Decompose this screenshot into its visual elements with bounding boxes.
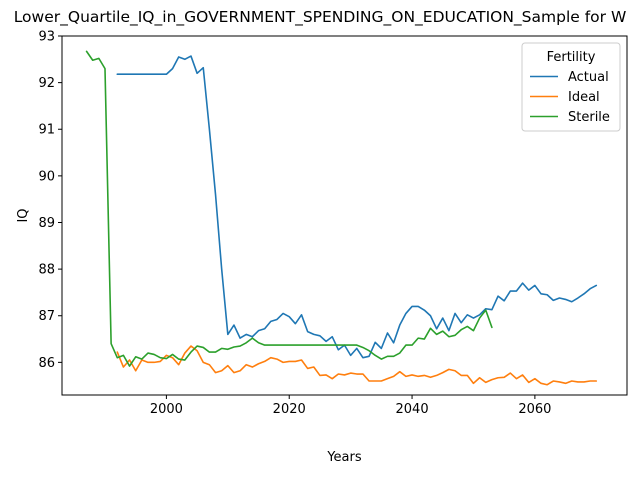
y-tick-label: 89: [38, 216, 55, 231]
series-line-actual: [116, 55, 598, 359]
legend-label-actual: Actual: [568, 70, 609, 85]
x-tick-label: 2000: [150, 402, 183, 417]
y-tick-label: 87: [38, 309, 55, 324]
legend: Fertility Actual Ideal Sterile: [521, 42, 621, 132]
x-tick-label: 2040: [396, 402, 429, 417]
y-tick-label: 93: [38, 30, 55, 45]
y-tick-label: 90: [38, 169, 55, 184]
series-line-ideal: [116, 345, 598, 386]
y-tick-label: 88: [38, 263, 55, 278]
plot-frame: [61, 35, 628, 396]
legend-label-ideal: Ideal: [568, 90, 600, 105]
chart-title: Lower_Quartile_IQ_in_GOVERNMENT_SPENDING…: [14, 8, 627, 27]
y-axis: 86 87 88 89 90 91 92 93: [38, 30, 62, 371]
series-line-sterile: [85, 50, 493, 367]
x-tick-label: 2060: [518, 402, 551, 417]
y-tick-label: 91: [38, 123, 55, 138]
x-tick-label: 2020: [273, 402, 306, 417]
y-tick-label: 92: [38, 76, 55, 91]
series-layer: [85, 50, 598, 386]
x-axis: 2000 2020 2040 2060: [150, 395, 551, 417]
legend-box: [521, 42, 621, 132]
x-axis-label: Years: [326, 450, 362, 465]
legend-label-sterile: Sterile: [568, 110, 610, 125]
y-axis-label: IQ: [16, 208, 31, 222]
y-tick-label: 86: [38, 356, 55, 371]
legend-title: Fertility: [547, 50, 596, 65]
